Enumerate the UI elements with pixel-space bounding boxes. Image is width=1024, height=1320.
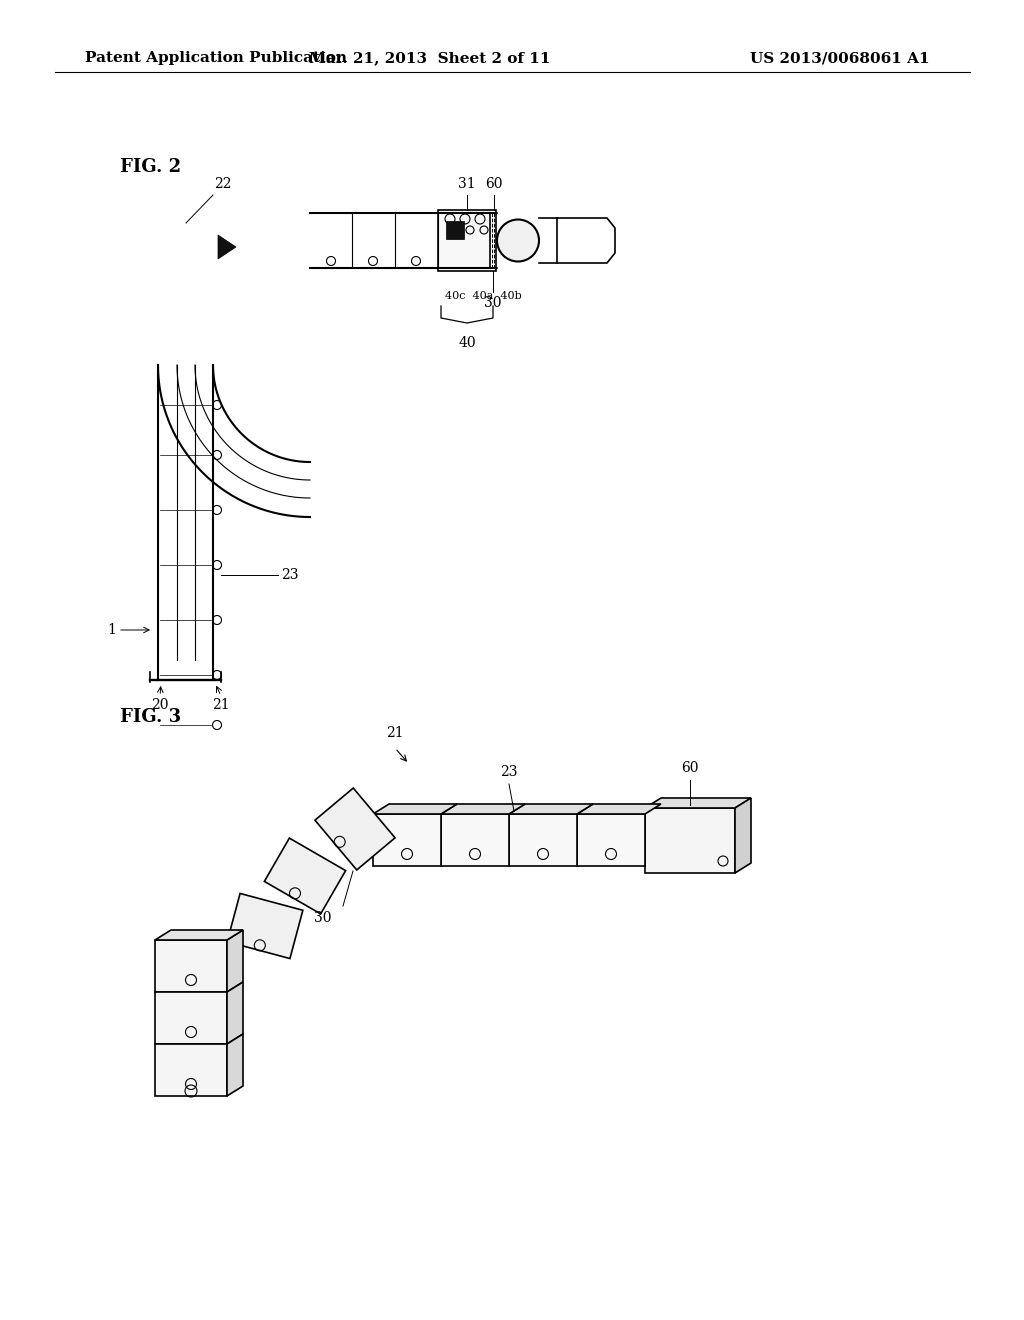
Polygon shape <box>227 931 243 993</box>
Polygon shape <box>577 804 662 814</box>
Text: 1: 1 <box>108 623 116 638</box>
Polygon shape <box>509 804 593 814</box>
Polygon shape <box>227 982 243 1044</box>
Polygon shape <box>315 788 395 870</box>
Text: 40c  40a  40b: 40c 40a 40b <box>445 290 522 301</box>
Text: 30: 30 <box>314 911 332 925</box>
Polygon shape <box>373 814 441 866</box>
Polygon shape <box>218 235 236 259</box>
Text: 22: 22 <box>214 177 231 191</box>
Text: 20: 20 <box>152 698 169 711</box>
Polygon shape <box>373 804 457 814</box>
Text: US 2013/0068061 A1: US 2013/0068061 A1 <box>751 51 930 65</box>
Bar <box>446 220 464 239</box>
Polygon shape <box>577 814 645 866</box>
Polygon shape <box>645 808 735 873</box>
Text: 60: 60 <box>485 177 503 191</box>
Polygon shape <box>441 804 525 814</box>
Text: 21: 21 <box>386 726 403 741</box>
Text: 40: 40 <box>458 337 476 350</box>
Polygon shape <box>441 814 509 866</box>
Bar <box>438 210 496 271</box>
Text: FIG. 2: FIG. 2 <box>120 158 181 176</box>
Polygon shape <box>155 1044 227 1096</box>
Text: 23: 23 <box>501 766 518 779</box>
Text: 23: 23 <box>281 568 299 582</box>
Polygon shape <box>645 799 751 808</box>
Text: 21: 21 <box>212 698 229 711</box>
Text: Patent Application Publication: Patent Application Publication <box>85 51 347 65</box>
Text: Mar. 21, 2013  Sheet 2 of 11: Mar. 21, 2013 Sheet 2 of 11 <box>309 51 551 65</box>
Circle shape <box>497 219 539 261</box>
Text: 60: 60 <box>681 762 698 775</box>
Polygon shape <box>509 814 577 866</box>
Text: 31: 31 <box>458 177 476 191</box>
Text: 30: 30 <box>484 296 502 310</box>
Polygon shape <box>155 931 243 940</box>
Polygon shape <box>227 1034 243 1096</box>
Polygon shape <box>155 940 227 993</box>
Text: FIG. 3: FIG. 3 <box>120 708 181 726</box>
Polygon shape <box>264 838 346 913</box>
Polygon shape <box>735 799 751 873</box>
Polygon shape <box>227 894 303 958</box>
Polygon shape <box>155 993 227 1044</box>
